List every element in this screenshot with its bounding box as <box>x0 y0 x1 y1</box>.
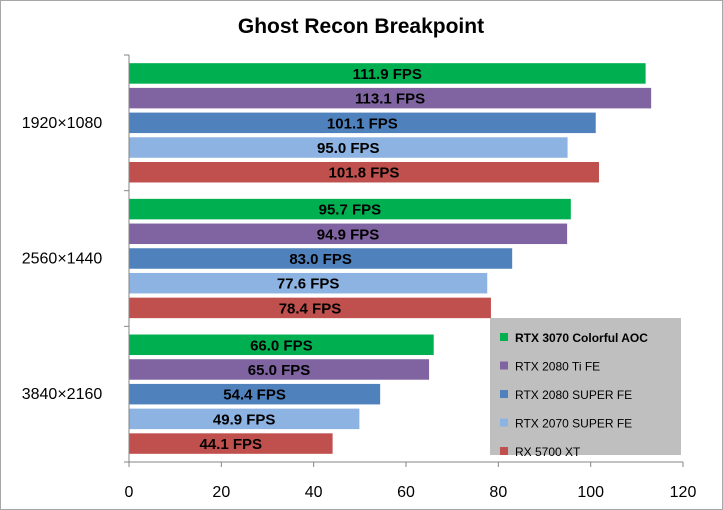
x-tick-label: 40 <box>305 484 323 501</box>
data-label: 65.0 FPS <box>248 362 311 379</box>
bar <box>129 137 568 158</box>
x-tick-label: 80 <box>489 484 507 501</box>
data-label: 94.9 FPS <box>317 226 380 243</box>
data-label: 95.0 FPS <box>317 140 380 157</box>
data-label: 66.0 FPS <box>250 337 313 354</box>
bar <box>129 248 513 269</box>
x-tick-label: 20 <box>212 484 230 501</box>
axes-group: 1920×1080 2560×1440 3840×2160 0 20 40 60 80 100 1… <box>22 54 697 501</box>
data-label: 78.4 FPS <box>279 300 342 317</box>
data-label: 44.1 FPS <box>200 436 263 453</box>
bar <box>129 112 596 134</box>
data-label: 95.7 FPS <box>319 202 382 219</box>
bar <box>129 272 488 294</box>
data-label: 49.9 FPS <box>213 411 276 428</box>
data-label: 83.0 FPS <box>289 251 352 268</box>
legend-swatch <box>500 418 508 427</box>
data-label: 77.6 FPS <box>277 276 340 293</box>
legend-label: RTX 2070 SUPER FE <box>515 417 632 431</box>
data-label: 111.9 FPS <box>353 66 422 83</box>
data-label: 54.4 FPS <box>223 387 286 404</box>
data-label: 101.1 FPS <box>327 115 398 132</box>
chart-title: Ghost Recon Breakpoint <box>238 15 484 38</box>
x-tick-label: 60 <box>397 484 415 501</box>
bar <box>129 334 434 356</box>
bars-group: 111.9 FPS 113.1 FPS 101.1 FPS 95.0 FPS 101.8… <box>129 63 652 454</box>
bar <box>129 161 599 183</box>
category-label: 1920×1080 <box>22 115 103 132</box>
legend-box <box>490 318 681 455</box>
legend-label: RTX 2080 SUPER FE <box>515 388 632 402</box>
data-label: 113.1 FPS <box>355 91 425 108</box>
legend-swatch <box>500 333 508 341</box>
data-label: 101.8 FPS <box>329 165 400 182</box>
bar <box>129 408 360 430</box>
bar <box>129 87 652 109</box>
legend-label: RTX 3070 Colorful AOC <box>515 331 648 345</box>
bar <box>129 297 491 319</box>
legend-swatch <box>500 361 508 370</box>
legend-swatch <box>500 390 508 398</box>
x-tick-label: 0 <box>125 484 134 501</box>
category-label: 2560×1440 <box>22 251 103 268</box>
bar <box>129 63 646 84</box>
bar <box>129 433 333 454</box>
legend-label: RTX 2080 Ti FE <box>515 360 600 374</box>
bar <box>129 359 430 380</box>
bar <box>129 223 568 245</box>
bar <box>129 198 571 220</box>
legend-label: RX 5700 XT <box>515 445 581 459</box>
category-label: 3840×2160 <box>22 386 103 403</box>
bar <box>129 383 381 405</box>
legend-swatch <box>500 447 508 455</box>
legend: RTX 3070 Colorful AOC RTX 2080 Ti FE RTX 2… <box>490 318 681 459</box>
x-tick-label: 120 <box>670 484 697 501</box>
x-tick-label: 100 <box>577 484 604 501</box>
